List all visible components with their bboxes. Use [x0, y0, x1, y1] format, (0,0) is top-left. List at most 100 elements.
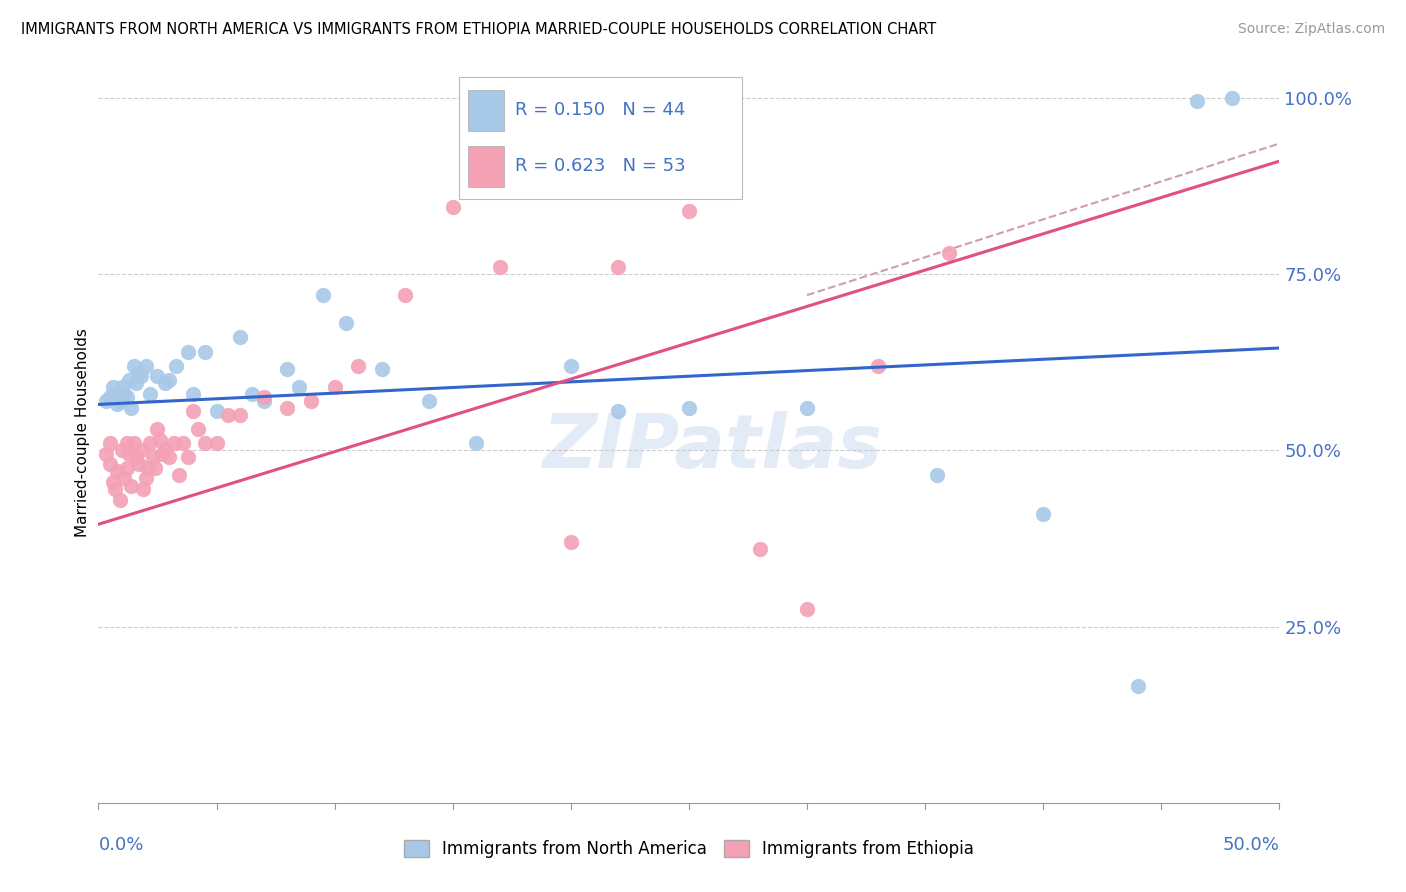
Point	[796, 602, 818, 616]
Point	[678, 401, 700, 415]
Point	[866, 359, 889, 373]
Point	[167, 467, 190, 482]
Point	[118, 373, 141, 387]
Point	[157, 373, 180, 387]
Point	[98, 390, 121, 404]
Point	[128, 366, 150, 380]
Point	[172, 436, 194, 450]
Point	[146, 369, 169, 384]
Point	[104, 482, 127, 496]
Point	[115, 390, 138, 404]
Point	[205, 404, 228, 418]
Point	[101, 380, 124, 394]
Point	[163, 436, 186, 450]
Bar	[468, 146, 503, 186]
Point	[122, 436, 145, 450]
Text: 0.0%: 0.0%	[98, 836, 143, 855]
Point	[181, 404, 204, 418]
Point	[153, 443, 176, 458]
Point	[149, 433, 172, 447]
Point	[560, 359, 582, 373]
Point	[253, 393, 276, 408]
Point	[253, 390, 276, 404]
Text: R = 0.623   N = 53: R = 0.623 N = 53	[516, 157, 686, 175]
Point	[135, 359, 157, 373]
Point	[165, 359, 187, 373]
Point	[146, 422, 169, 436]
Point	[276, 401, 298, 415]
Point	[177, 450, 200, 465]
Point	[229, 330, 252, 344]
Point	[139, 436, 162, 450]
Point	[347, 359, 370, 373]
Point	[181, 387, 204, 401]
Point	[111, 380, 134, 394]
Point	[94, 393, 117, 408]
Point	[394, 288, 416, 302]
Point	[98, 458, 121, 472]
Point	[1185, 94, 1208, 108]
Point	[607, 260, 630, 274]
Point	[112, 387, 135, 401]
Point	[94, 447, 117, 461]
Point	[229, 408, 252, 422]
Point	[115, 436, 138, 450]
Point	[150, 447, 173, 461]
Point	[132, 482, 155, 496]
Point	[139, 387, 162, 401]
Point	[371, 362, 394, 376]
Point	[118, 447, 141, 461]
Point	[98, 436, 121, 450]
Point	[177, 344, 200, 359]
Point	[125, 376, 148, 391]
Bar	[468, 90, 503, 130]
Text: 50.0%: 50.0%	[1223, 836, 1279, 855]
Point	[135, 471, 157, 485]
Legend: Immigrants from North America, Immigrants from Ethiopia: Immigrants from North America, Immigrant…	[398, 833, 980, 865]
Point	[335, 316, 357, 330]
Point	[105, 464, 128, 478]
Point	[217, 408, 239, 422]
Point	[1126, 680, 1149, 694]
Point	[925, 467, 948, 482]
Text: Source: ZipAtlas.com: Source: ZipAtlas.com	[1237, 22, 1385, 37]
Point	[101, 475, 124, 489]
Point	[187, 422, 209, 436]
Point	[441, 200, 464, 214]
Point	[205, 436, 228, 450]
Point	[418, 393, 440, 408]
Point	[465, 436, 488, 450]
Point	[125, 450, 148, 465]
Point	[153, 376, 176, 391]
Point	[194, 436, 217, 450]
Text: IMMIGRANTS FROM NORTH AMERICA VS IMMIGRANTS FROM ETHIOPIA MARRIED-COUPLE HOUSEHO: IMMIGRANTS FROM NORTH AMERICA VS IMMIGRA…	[21, 22, 936, 37]
Point	[312, 288, 335, 302]
Text: ZIPatlas: ZIPatlas	[543, 411, 883, 484]
Point	[288, 380, 311, 394]
Point	[142, 450, 165, 465]
Y-axis label: Married-couple Households: Married-couple Households	[75, 328, 90, 537]
Point	[104, 387, 127, 401]
Point	[105, 397, 128, 411]
Point	[108, 393, 131, 408]
Point	[129, 369, 152, 384]
Point	[1032, 507, 1054, 521]
Point	[108, 492, 131, 507]
Point	[678, 203, 700, 218]
Point	[194, 344, 217, 359]
Point	[111, 443, 134, 458]
Point	[299, 393, 322, 408]
Point	[607, 404, 630, 418]
Point	[128, 458, 150, 472]
Point	[129, 443, 152, 458]
Text: R = 0.150   N = 44: R = 0.150 N = 44	[516, 101, 686, 119]
Point	[323, 380, 346, 394]
Point	[240, 387, 263, 401]
Point	[121, 478, 143, 492]
Point	[157, 450, 180, 465]
Point	[748, 541, 770, 556]
Point	[796, 401, 818, 415]
Point	[121, 401, 143, 415]
FancyBboxPatch shape	[458, 78, 742, 200]
Point	[489, 260, 512, 274]
